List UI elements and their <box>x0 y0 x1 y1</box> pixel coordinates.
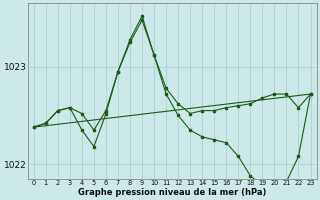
X-axis label: Graphe pression niveau de la mer (hPa): Graphe pression niveau de la mer (hPa) <box>78 188 266 197</box>
